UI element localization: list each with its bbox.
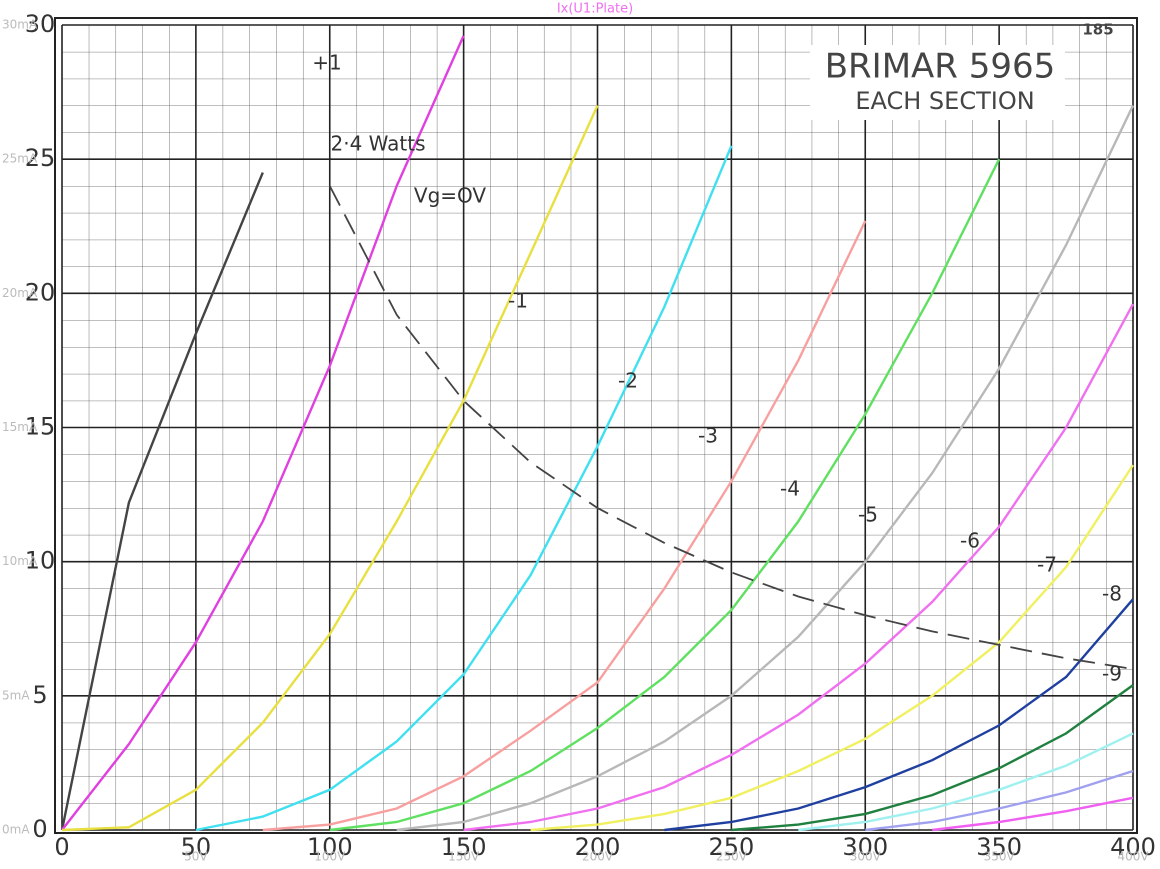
- x-tick-label: 350: [976, 833, 1022, 861]
- curve-label: -5: [858, 503, 878, 527]
- chart-subtitle: EACH SECTION: [855, 87, 1034, 115]
- curve: [396, 104, 1135, 832]
- curve-label: -2: [618, 369, 638, 393]
- sim-y-tick-label: 5mA: [2, 688, 30, 702]
- x-tick-label: 100: [307, 833, 353, 861]
- curve-label: -7: [1037, 553, 1057, 577]
- x-tick-label: 200: [575, 833, 621, 861]
- curve: [664, 598, 1134, 832]
- curve-label: +1: [312, 51, 341, 75]
- page-number: 185: [1082, 21, 1113, 39]
- sim-x-tick-label: 350V: [984, 850, 1016, 864]
- curve: [195, 145, 733, 832]
- power-curve: [329, 185, 1134, 670]
- y-tick-label: 0: [32, 815, 47, 843]
- x-tick-label: 150: [441, 833, 487, 861]
- curve: [329, 158, 1001, 832]
- sim-y-tick-label: 10mA: [2, 554, 38, 568]
- curve-label: -1: [508, 289, 528, 313]
- sim-y-tick-label: 25mA: [2, 152, 38, 166]
- sim-x-tick-label: 250V: [716, 850, 748, 864]
- curve-label: -9: [1102, 662, 1122, 686]
- sim-y-tick-label: 15mA: [2, 420, 38, 434]
- sim-x-tick-label: 200V: [582, 850, 614, 864]
- plot-frame: [54, 17, 1138, 834]
- y-tick-label: 15: [25, 413, 56, 441]
- sim-x-tick-label: 150V: [448, 850, 480, 864]
- curve: [865, 769, 1134, 832]
- sim-y-tick-label: 20mA: [2, 286, 38, 300]
- curve-label: -8: [1102, 582, 1122, 606]
- curve: [932, 796, 1134, 832]
- sim-x-tick-label: 300V: [850, 850, 882, 864]
- y-tick-label: 30: [25, 10, 56, 38]
- chart-title: BRIMAR 5965: [825, 47, 1056, 87]
- y-tick-label: 10: [25, 547, 56, 575]
- x-tick-label: 300: [842, 833, 888, 861]
- curve-label: -3: [698, 424, 718, 448]
- x-tick-label: 400: [1110, 833, 1156, 861]
- plot: [60, 24, 1135, 832]
- curve: [60, 172, 264, 831]
- sim-x-tick-label: 50V: [184, 850, 208, 864]
- y-tick-label: 25: [25, 144, 56, 172]
- x-tick-label: 250: [708, 833, 754, 861]
- sim-x-tick-label: 100V: [314, 850, 346, 864]
- sim-title: Ix(U1:Plate): [557, 2, 633, 17]
- curve: [731, 684, 1134, 832]
- x-tick-label: 0: [54, 833, 69, 861]
- x-tick-label: 50: [181, 833, 212, 861]
- power-label: 2·4 Watts: [330, 132, 425, 156]
- curve: [463, 303, 1135, 832]
- sim-y-tick-label: 0mA: [2, 823, 30, 837]
- y-tick-label: 5: [32, 681, 47, 709]
- sim-y-tick-label: 30mA: [2, 18, 38, 32]
- curve: [798, 732, 1134, 832]
- y-tick-label: 20: [25, 278, 56, 306]
- curve-label: Vg=OV: [414, 184, 487, 208]
- title-box: [810, 45, 1065, 120]
- curve: [262, 220, 867, 832]
- curve-label: -6: [960, 529, 980, 553]
- sim-x-tick-label: 400V: [1117, 850, 1149, 864]
- curve: [61, 35, 465, 831]
- curve-label: -4: [780, 477, 800, 501]
- curve: [61, 105, 599, 832]
- curve: [530, 464, 1135, 832]
